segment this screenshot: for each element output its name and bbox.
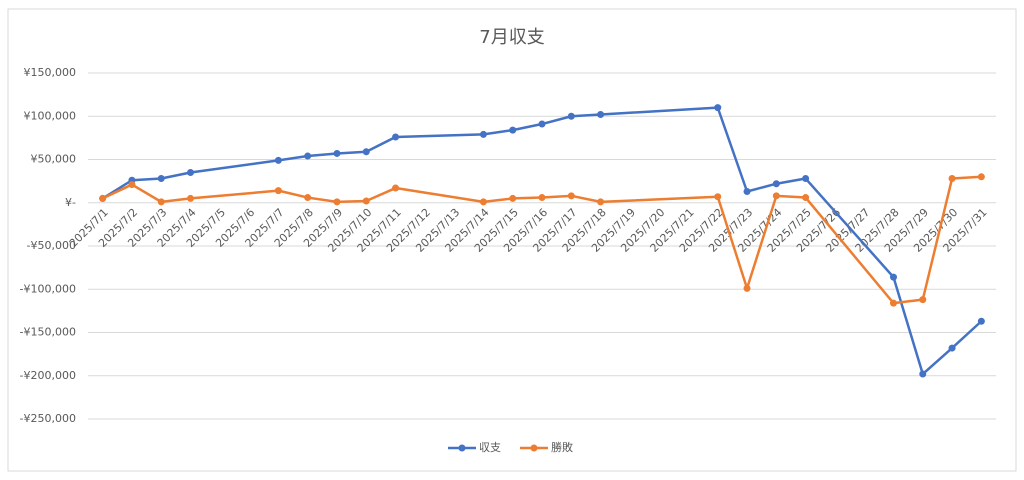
data-point [274, 156, 282, 164]
data-point [714, 193, 722, 201]
y-tick-label: ¥- [65, 196, 76, 209]
data-point [187, 194, 195, 202]
legend-marker [530, 444, 538, 452]
data-point [977, 317, 985, 325]
series-line [102, 175, 982, 305]
data-point [948, 175, 956, 183]
data-point [889, 299, 897, 307]
y-tick-label: -¥100,000 [20, 282, 76, 295]
data-point [187, 168, 195, 176]
data-point [567, 192, 575, 200]
data-point [274, 187, 282, 195]
data-point [743, 188, 751, 196]
data-point [714, 104, 722, 112]
data-point [772, 192, 780, 200]
legend-item: 収支 [448, 441, 501, 454]
data-point [362, 148, 370, 156]
series-line [101, 106, 983, 376]
data-point [362, 197, 370, 205]
data-point [479, 130, 487, 138]
data-point [567, 112, 575, 120]
data-point [509, 194, 517, 202]
legend-label: 収支 [479, 441, 501, 454]
data-point [128, 181, 136, 189]
data-point [597, 111, 605, 119]
y-tick-label: -¥200,000 [20, 369, 76, 382]
y-tick-label: ¥50,000 [31, 153, 77, 166]
data-point [802, 194, 810, 202]
data-point [99, 194, 107, 202]
data-point [919, 370, 927, 378]
data-point [304, 152, 312, 160]
data-point [919, 296, 927, 304]
data-point [509, 126, 517, 134]
chart-title: 7月収支 [479, 27, 544, 48]
data-point [304, 194, 312, 202]
data-point [948, 344, 956, 352]
data-point [479, 198, 487, 206]
data-point [538, 120, 546, 128]
y-tick-label: -¥250,000 [20, 412, 76, 425]
chart-border [7, 8, 1017, 472]
data-point [333, 149, 341, 157]
data-point [743, 284, 751, 292]
data-point [802, 175, 810, 183]
legend-item: 勝敗 [520, 440, 573, 454]
y-tick-label: -¥150,000 [20, 326, 76, 339]
legend-marker [458, 444, 466, 452]
data-point [977, 173, 985, 181]
data-point [392, 184, 400, 192]
y-tick-label: -¥50,000 [27, 239, 76, 252]
y-tick-label: ¥100,000 [24, 109, 77, 122]
data-point [597, 198, 605, 206]
y-tick-label: ¥150,000 [24, 66, 77, 79]
data-point [333, 198, 341, 206]
data-point [157, 175, 165, 183]
data-point [772, 180, 780, 188]
data-point [538, 194, 546, 202]
data-point [157, 198, 165, 206]
data-point [889, 273, 897, 281]
data-point [392, 133, 400, 141]
legend-label: 勝敗 [551, 440, 573, 454]
